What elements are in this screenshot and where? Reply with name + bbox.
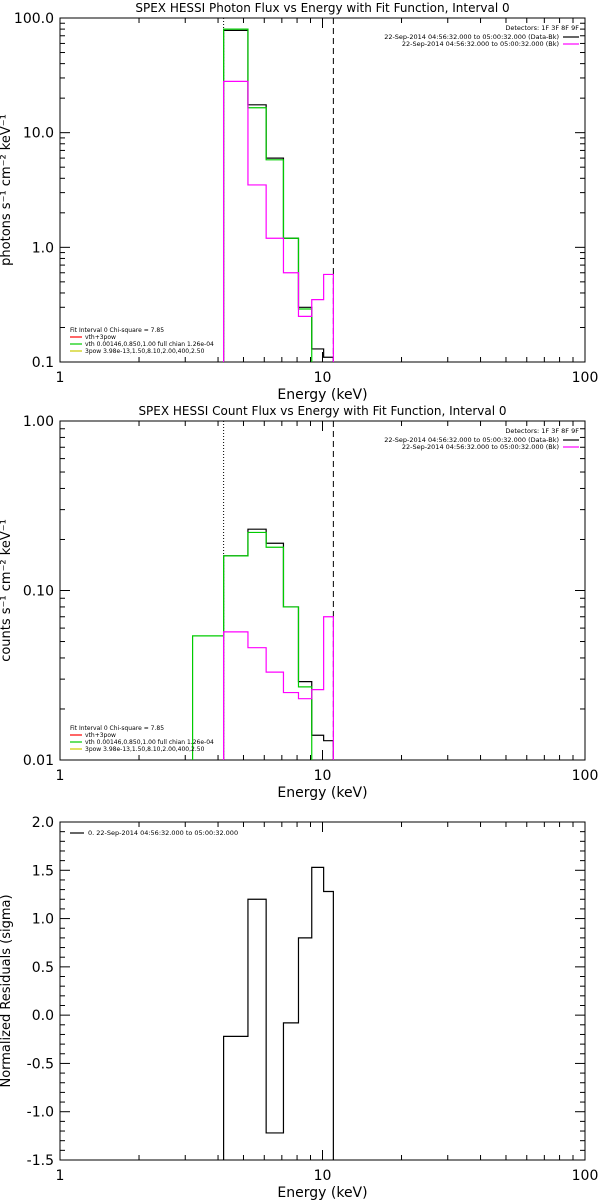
y-axis-label: counts s⁻¹ cm⁻² keV⁻¹	[0, 519, 14, 662]
y-tick-label: 0.01	[23, 753, 54, 769]
x-axis-label: Energy (keV)	[277, 387, 367, 403]
series-line-3	[223, 80, 334, 362]
fit-legend-label: vth+3pow	[85, 334, 116, 341]
x-tick-label: 100	[572, 768, 599, 784]
y-tick-label: 0.5	[32, 960, 54, 976]
legend-label: 22-Sep-2014 04:56:32.000 to 05:00:32.000…	[402, 443, 559, 451]
series-line-3	[223, 616, 334, 760]
chart-title: SPEX HESSI Photon Flux vs Energy with Fi…	[135, 1, 509, 15]
detectors-note: Detectors: 1F 3F 8F 9F	[505, 427, 579, 435]
x-tick-label: 10	[314, 1168, 332, 1184]
series-line-1	[223, 528, 334, 760]
y-tick-label: -1.5	[27, 1153, 54, 1169]
legend-label: 22-Sep-2014 04:56:32.000 to 05:00:32.000…	[402, 40, 559, 48]
series-line-1	[223, 29, 334, 362]
data-area	[223, 18, 334, 362]
x-tick-label: 1	[56, 370, 65, 386]
series-line-2	[223, 28, 313, 362]
chart-title: SPEX HESSI Count Flux vs Energy with Fit…	[138, 404, 506, 418]
data-area	[192, 421, 334, 760]
chart-panel-1: 1 10 100 0.1 1.0 10.0 100.0 SPEX HESSI Photon F…	[0, 1, 598, 403]
y-tick-label: 100.0	[14, 11, 54, 27]
y-tick-label: 2.0	[32, 815, 54, 831]
plot-frame	[59, 821, 586, 1161]
detectors-note: Detectors: 1F 3F 8F 9F	[505, 24, 579, 32]
y-tick-label: 1.0	[32, 912, 54, 928]
y-tick-label: 0.10	[23, 584, 54, 600]
y-tick-label: 0.1	[32, 355, 54, 371]
fit-legend-header: Fit Interval 0 Chi-square = 7.85	[70, 327, 164, 334]
x-tick-label: 1	[56, 1168, 65, 1184]
fit-legend-header: Fit Interval 0 Chi-square = 7.85	[70, 725, 164, 732]
legend-label: 22-Sep-2014 04:56:32.000 to 05:00:32.000…	[384, 33, 559, 41]
data-area	[223, 866, 334, 1160]
y-tick-label: -0.5	[27, 1056, 54, 1072]
y-axis-label: photons s⁻¹ cm⁻² keV⁻¹	[0, 114, 14, 266]
x-tick-label: 10	[314, 768, 332, 784]
fit-legend-label: vth+3pow	[85, 732, 116, 739]
y-tick-label: -1.0	[27, 1105, 54, 1121]
series-line-1	[223, 866, 334, 1160]
y-axis-label: Normalized Residuals (sigma)	[0, 894, 14, 1087]
plot-frame	[59, 420, 586, 761]
fit-legend-label: 3pow 3.98e-13,1.50,8.10,2.00,400,2.50	[85, 746, 205, 753]
fit-legend-label: vth 0.00146,0.850,1.00 full chian 1.26e-…	[85, 739, 214, 746]
x-axis-label: Energy (keV)	[277, 785, 367, 801]
y-tick-label: 10.0	[23, 126, 54, 142]
x-tick-label: 100	[572, 370, 599, 386]
y-tick-label: 0.0	[32, 1008, 54, 1024]
y-tick-label: 1.0	[32, 240, 54, 256]
x-axis-label: Energy (keV)	[277, 1185, 367, 1200]
legend-label: 0. 22-Sep-2014 04:56:32.000 to 05:00:32.…	[88, 829, 238, 837]
x-tick-label: 100	[572, 1168, 599, 1184]
x-tick-label: 10	[314, 370, 332, 386]
x-tick-label: 1	[56, 768, 65, 784]
fit-legend-label: vth 0.00146,0.850,1.00 full chian 1.26e-…	[85, 341, 214, 348]
series-line-2	[192, 531, 313, 760]
y-tick-label: 1.00	[23, 414, 54, 430]
legend-label: 22-Sep-2014 04:56:32.000 to 05:00:32.000…	[384, 436, 559, 444]
fit-legend-label: 3pow 3.98e-13,1.50,8.10,2.00,400,2.50	[85, 348, 205, 355]
plot-frame	[59, 17, 586, 363]
chart-panel-3: 1 10 100 -1.5 -1.0 -0.5 0.0 0.5 1.0 1.5 2.0 Energy …	[0, 815, 598, 1200]
chart-panel-2: 1 10 100 0.01 0.10 1.00 SPEX HESSI Count Flux …	[0, 404, 598, 801]
y-tick-label: 1.5	[32, 863, 54, 879]
